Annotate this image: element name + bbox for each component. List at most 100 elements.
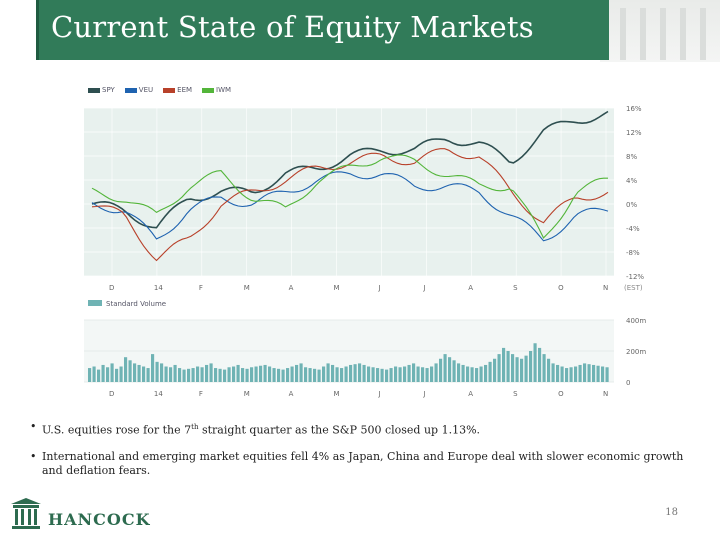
volume-bar	[533, 343, 537, 382]
volume-legend-swatch	[88, 300, 102, 306]
volume-x-tick-label: N	[603, 390, 608, 398]
x-axis-suffix: (EST)	[624, 284, 643, 292]
bullet-2: • International and emerging market equi…	[30, 450, 690, 478]
volume-bar	[191, 368, 195, 382]
legend-item-spy: SPY	[88, 86, 115, 94]
volume-bar	[376, 368, 380, 382]
hancock-logo: HANCOCK	[8, 496, 149, 532]
volume-bar	[403, 366, 407, 382]
volume-bar	[245, 368, 249, 382]
y-tick-label: 16%	[626, 105, 642, 113]
column-icon	[11, 498, 41, 529]
volume-bar	[479, 366, 483, 382]
volume-y-tick-label: 400m	[626, 317, 646, 325]
volume-bar	[259, 365, 263, 383]
volume-bar	[209, 363, 213, 382]
volume-bar	[236, 364, 240, 382]
volume-bar	[470, 367, 474, 382]
x-tick-label: N	[603, 284, 608, 292]
volume-bar	[353, 364, 357, 382]
volume-bar	[137, 364, 141, 382]
legend-item-eem: EEM	[163, 86, 192, 94]
volume-bar	[461, 364, 465, 382]
volume-bar	[106, 367, 110, 382]
volume-bar	[241, 368, 245, 382]
y-tick-label: 4%	[626, 177, 637, 185]
y-tick-label: -8%	[626, 249, 640, 257]
legend-item-iwm: IWM	[202, 86, 231, 94]
legend-label: SPY	[102, 86, 115, 94]
x-tick-label: 14	[154, 284, 163, 292]
volume-bar	[385, 369, 389, 382]
volume-bar	[389, 368, 393, 382]
volume-bar	[160, 363, 164, 382]
volume-bar	[511, 354, 515, 382]
volume-bar	[173, 364, 177, 382]
volume-bar	[596, 365, 600, 383]
y-tick-label: 0%	[626, 201, 637, 209]
volume-bar	[286, 368, 290, 382]
volume-bar	[430, 366, 434, 382]
volume-bar	[569, 367, 573, 382]
volume-bar	[434, 363, 438, 382]
volume-bar	[281, 369, 285, 382]
volume-bar	[443, 354, 447, 382]
background-building-image	[600, 0, 720, 62]
volume-bar	[88, 368, 92, 382]
volume-bar	[560, 366, 564, 382]
volume-legend-label: Standard Volume	[106, 300, 166, 308]
legend-swatch	[202, 87, 215, 93]
volume-x-tick-label: S	[513, 390, 518, 398]
volume-bar	[515, 357, 519, 382]
page-number: 18	[665, 507, 678, 518]
volume-bar	[466, 366, 470, 382]
volume-x-tick-label: 14	[154, 390, 163, 398]
volume-bar	[551, 363, 555, 382]
volume-x-tick-label: A	[468, 390, 473, 398]
bullet-2-text: International and emerging market equiti…	[42, 449, 684, 477]
volume-bar	[371, 367, 375, 382]
volume-bar	[457, 363, 461, 382]
volume-bar	[97, 369, 101, 382]
volume-bar	[317, 369, 321, 382]
volume-bar	[340, 368, 344, 382]
legend-swatch	[88, 87, 100, 93]
volume-x-tick-label: F	[199, 390, 203, 398]
volume-bar	[263, 364, 267, 382]
bullet-1-text: U.S. equities rose for the 7	[42, 423, 192, 437]
x-tick-label: J	[422, 284, 425, 292]
volume-bar	[304, 367, 308, 382]
volume-x-tick-label: M	[334, 390, 340, 398]
x-tick-label: O	[558, 284, 564, 292]
volume-bar	[214, 368, 218, 382]
volume-bar	[497, 354, 501, 382]
y-tick-label: 8%	[626, 153, 637, 161]
title-bar: Current State of Equity Markets	[36, 0, 609, 60]
volume-bar	[146, 368, 150, 382]
volume-bar	[92, 366, 96, 382]
legend-label: VEU	[138, 86, 154, 94]
volume-bar	[538, 347, 542, 382]
volume-bar	[227, 367, 231, 382]
volume-bar	[493, 358, 497, 382]
series-line-veu	[91, 171, 609, 242]
volume-bar	[218, 368, 222, 382]
series-line-iwm	[91, 154, 608, 239]
volume-bar	[358, 363, 362, 382]
volume-bar	[155, 361, 159, 382]
legend-item-veu: VEU	[124, 86, 154, 94]
volume-bar	[583, 363, 587, 382]
volume-bar	[407, 364, 411, 382]
volume-bar	[380, 368, 384, 382]
volume-bar	[178, 368, 182, 382]
volume-bar	[556, 364, 560, 382]
volume-bar	[592, 364, 596, 382]
volume-bar	[412, 363, 416, 382]
volume-bar	[254, 366, 258, 382]
volume-bar	[331, 364, 335, 382]
bullet-dot: •	[30, 420, 37, 433]
volume-bar	[475, 368, 479, 382]
volume-bar	[124, 357, 128, 382]
x-tick-label: D	[109, 284, 114, 292]
x-tick-label: J	[377, 284, 380, 292]
